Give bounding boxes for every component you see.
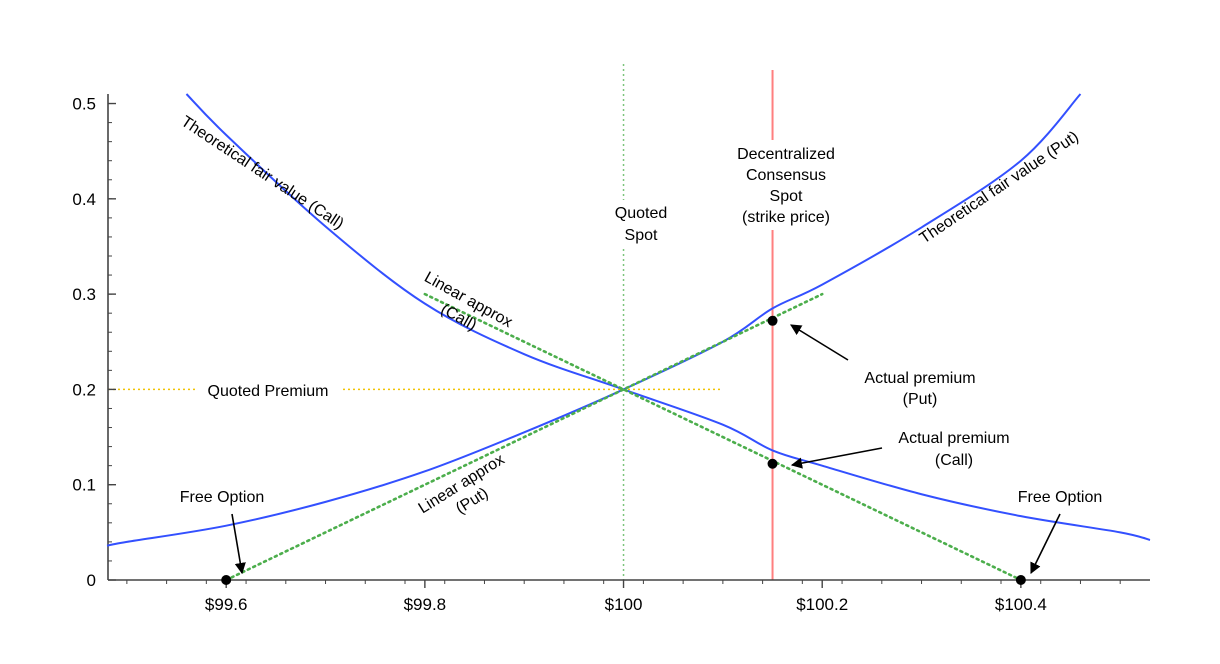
- call-fair-value-curve: [185, 93, 1151, 541]
- arrow-actual-put: [790, 324, 849, 361]
- quoted-premium-label-bg: [196, 380, 340, 402]
- y-tick-label: 0.2: [72, 380, 96, 399]
- quoted-spot-label-line2: Spot: [625, 227, 658, 244]
- quoted-premium-label: Quoted Premium: [208, 383, 329, 400]
- strike-label-line1: Decentralized: [737, 146, 835, 163]
- linear-put-label: Linear approx (Put): [416, 451, 508, 517]
- y-tick-label: 0.5: [72, 95, 96, 114]
- strike-label-line4: (strike price): [742, 209, 830, 226]
- strike-label-line2: Consensus: [746, 167, 826, 184]
- x-tick-label: $100.2: [796, 595, 848, 614]
- x-tick-label: $100: [605, 595, 643, 614]
- y-tick-label: 0.3: [72, 285, 96, 304]
- free-option-right-label: Free Option: [1018, 489, 1102, 506]
- arrow-actual-call: [790, 447, 883, 469]
- x-tick-label: $99.8: [404, 595, 447, 614]
- actual-put-label-line2: (Put): [903, 391, 938, 408]
- x-tick-label: $99.6: [205, 595, 248, 614]
- arrow-free-option-left: [231, 513, 246, 575]
- free-option-right-point: [1015, 575, 1026, 585]
- strike-label-line3: Spot: [770, 188, 803, 205]
- linear-approx-call-line: [423, 292, 1023, 582]
- actual-premium-call-point: [767, 458, 778, 469]
- free-option-left-label: Free Option: [180, 489, 264, 506]
- y-tick-label: 0.4: [72, 190, 96, 209]
- linear-approx-put-line: [224, 292, 824, 582]
- actual-put-label-line1: Actual premium: [864, 370, 975, 387]
- arrow-free-option-right: [1030, 513, 1061, 575]
- actual-premium-put-point: [767, 315, 778, 326]
- linear-call-label: Linear approx (Call): [421, 269, 515, 334]
- x-tick-label: $100.4: [995, 595, 1047, 614]
- quoted-spot-label-line1: Quoted: [615, 205, 667, 222]
- call-curve-label: Theoretical fair value (Call): [178, 113, 347, 233]
- quoted-spot-label-bg: [606, 200, 676, 246]
- y-tick-label: 0: [87, 571, 96, 590]
- actual-call-label-line1: Actual premium: [898, 430, 1009, 447]
- put-curve-label: Theoretical fair value (Put): [917, 128, 1082, 247]
- free-option-left-point: [221, 575, 232, 585]
- strike-label-bg: [722, 140, 852, 230]
- y-tick-label: 0.1: [72, 476, 96, 495]
- actual-call-label-line2: (Call): [935, 452, 973, 469]
